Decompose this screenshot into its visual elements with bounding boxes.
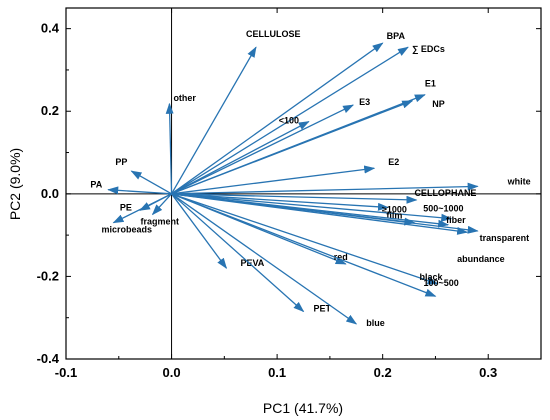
loading-arrow-1000 bbox=[171, 193, 389, 211]
loading-arrow-black bbox=[171, 193, 439, 285]
loading-label-edcs: ∑ EDCs bbox=[412, 44, 445, 54]
loading-label-film: film bbox=[386, 211, 402, 221]
y-tick-label: 0.0 bbox=[41, 186, 59, 201]
x-tick-label: -0.1 bbox=[55, 365, 77, 380]
loading-arrow-pet bbox=[171, 193, 305, 313]
loading-label-100: <100 bbox=[279, 116, 299, 126]
y-tick-label: -0.2 bbox=[37, 268, 59, 283]
loading-arrow-edcs bbox=[171, 46, 409, 195]
loading-label-np: NP bbox=[432, 99, 445, 109]
loading-label-red: red bbox=[334, 252, 348, 262]
loading-label-e1: E1 bbox=[425, 79, 436, 89]
loading-arrow-cellulose bbox=[170, 46, 257, 195]
loading-arrow-bpa bbox=[171, 42, 384, 195]
loading-label-pa: PA bbox=[90, 180, 102, 190]
loading-arrow-100-500 bbox=[171, 193, 437, 297]
y-tick-label: -0.4 bbox=[37, 351, 60, 366]
loading-label-500-1000: 500~1000 bbox=[423, 204, 463, 214]
loading-label-peva: PEVA bbox=[240, 258, 264, 268]
loading-label-abundance: abundance bbox=[457, 254, 505, 264]
loading-arrow-pp bbox=[130, 170, 172, 195]
loading-label-100-500: 100~500 bbox=[423, 278, 458, 288]
y-tick-label: 0.4 bbox=[41, 21, 60, 36]
x-axis-title: PC1 (41.7%) bbox=[263, 400, 343, 416]
x-tick-label: 0.1 bbox=[268, 365, 286, 380]
loading-label-blue: blue bbox=[366, 318, 385, 328]
x-tick-label: 0.2 bbox=[374, 365, 392, 380]
loading-label-pet: PET bbox=[314, 304, 332, 314]
loading-arrow-pa bbox=[107, 186, 172, 195]
loading-arrow-microbeads bbox=[112, 193, 172, 224]
loading-arrow-cellophane bbox=[171, 193, 418, 204]
loading-label-e2: E2 bbox=[388, 157, 399, 167]
loading-arrow-fragment bbox=[151, 193, 173, 216]
loading-arrow-peva bbox=[171, 193, 228, 269]
loading-label-pp: PP bbox=[115, 157, 127, 167]
loading-label-cellophane: CELLOPHANE bbox=[414, 188, 476, 198]
loading-arrow-white bbox=[171, 182, 479, 195]
loading-label-fiber: fiber bbox=[446, 215, 466, 225]
loading-label-e3: E3 bbox=[359, 97, 370, 107]
loading-arrow-abundance bbox=[171, 193, 469, 235]
y-axis-title: PC2 (9.0%) bbox=[7, 148, 23, 220]
loading-arrow-e3 bbox=[171, 104, 355, 195]
loading-label-microbeads: microbeads bbox=[102, 225, 153, 235]
loading-label-bpa: BPA bbox=[387, 31, 406, 41]
y-tick-label: 0.2 bbox=[41, 103, 59, 118]
loading-arrow-other bbox=[165, 102, 174, 194]
loading-label-1000: ≥1000 bbox=[382, 204, 407, 214]
loading-label-transparent: transparent bbox=[480, 233, 530, 243]
loading-label-cellulose: CELLULOSE bbox=[246, 29, 301, 39]
loading-arrow-np bbox=[171, 100, 414, 195]
loading-label-other: other bbox=[173, 93, 196, 103]
loading-label-white: white bbox=[507, 176, 531, 186]
loading-label-fragment: fragment bbox=[141, 216, 180, 226]
x-tick-label: 0.0 bbox=[163, 365, 181, 380]
x-tick-label: 0.3 bbox=[479, 365, 497, 380]
loading-arrow-100 bbox=[171, 120, 310, 195]
loading-arrow-blue bbox=[171, 193, 358, 325]
loading-arrow-500-1000 bbox=[171, 193, 453, 222]
loading-label-pe: PE bbox=[120, 202, 132, 212]
loading-label-black: black bbox=[420, 272, 444, 282]
plot-frame bbox=[65, 7, 542, 360]
loading-arrow-e2 bbox=[171, 165, 376, 195]
